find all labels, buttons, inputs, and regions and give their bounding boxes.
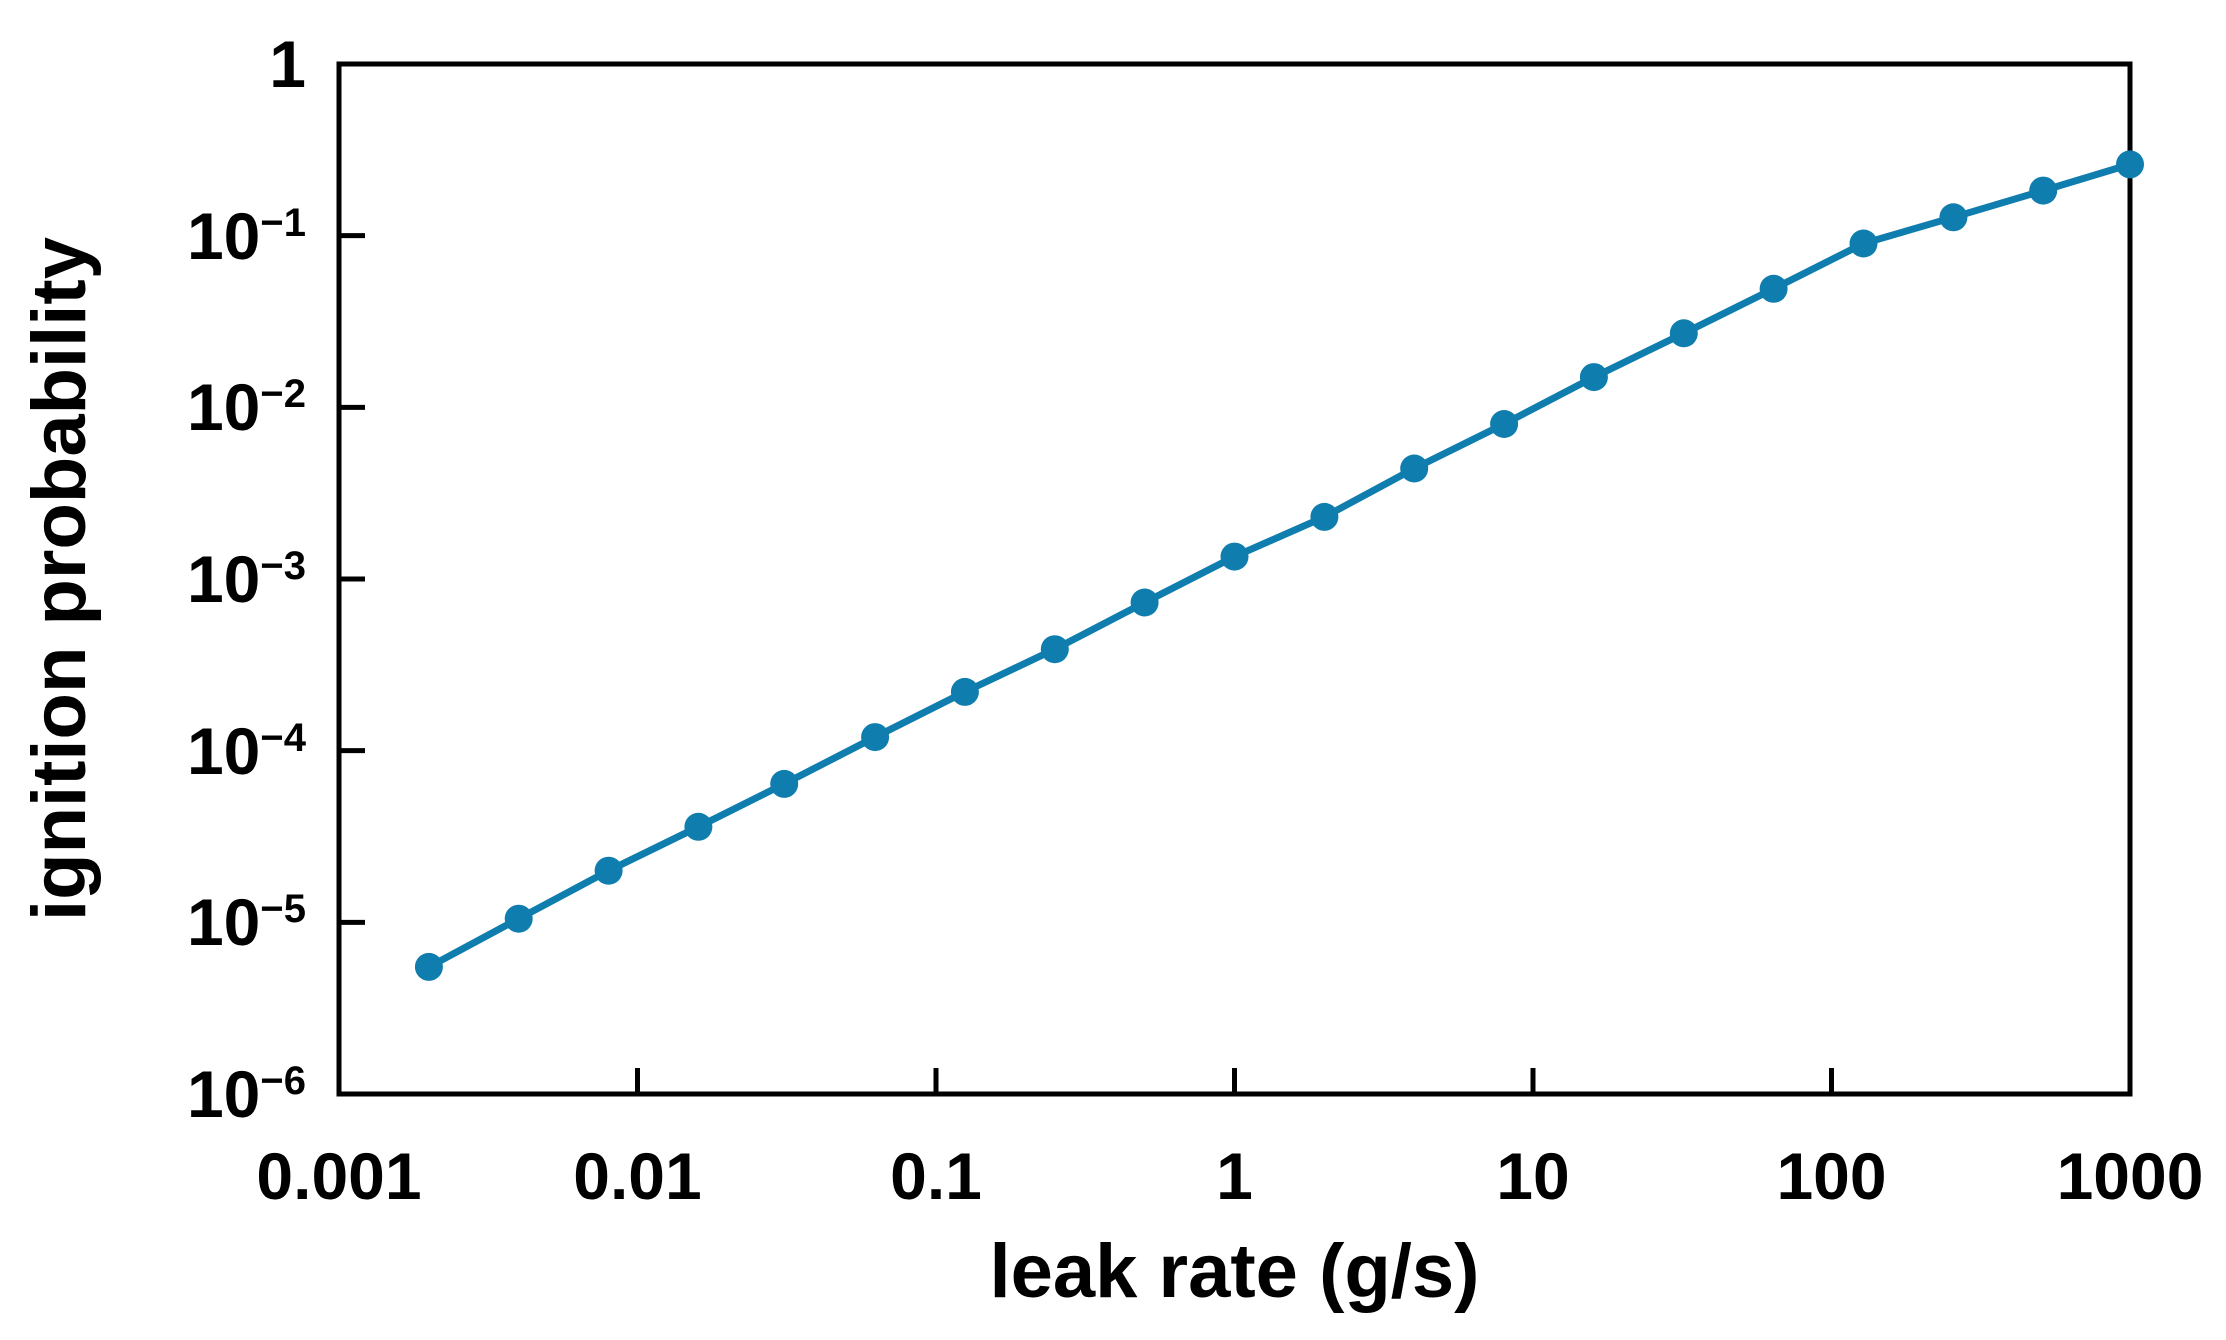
data-point-marker — [770, 769, 799, 798]
x-tick-label: 0.01 — [573, 1139, 702, 1213]
y-tick-exponent: −3 — [260, 544, 306, 588]
y-tick-base: 10 — [186, 1057, 261, 1131]
data-point-marker — [1400, 454, 1429, 483]
data-point-marker — [594, 856, 623, 885]
data-point-marker — [1220, 542, 1249, 571]
data-point-marker — [414, 952, 443, 981]
y-tick-label: 10−6 — [187, 1061, 306, 1127]
y-tick-base: 10 — [186, 542, 261, 616]
plot-frame — [336, 61, 2133, 1097]
y-tick-base: 1 — [269, 27, 306, 101]
data-point-marker — [1490, 410, 1519, 438]
data-point-marker — [1759, 274, 1788, 303]
y-tick-label: 10−5 — [187, 889, 306, 955]
x-tick-label: 1000 — [2056, 1139, 2204, 1213]
y-tick-exponent: −2 — [260, 372, 306, 417]
y-tick-base: 10 — [186, 885, 261, 960]
x-tick-label: 0.1 — [890, 1139, 982, 1213]
data-point-marker — [950, 677, 979, 706]
y-tick-exponent: −6 — [260, 1059, 306, 1103]
y-tick-exponent: −5 — [260, 887, 306, 932]
x-tick-label: 1 — [1216, 1139, 1253, 1213]
data-point-marker — [2029, 176, 2058, 205]
y-axis-title: ignition probability — [17, 237, 102, 921]
x-axis-title: leak rate (g/s) — [989, 1229, 1480, 1314]
data-point-marker — [861, 723, 890, 752]
y-tick-label: 10−4 — [187, 718, 306, 784]
data-point-marker — [1310, 502, 1339, 531]
data-point-marker — [1939, 203, 1968, 232]
y-tick-label: 1 — [269, 31, 306, 97]
y-tick-base: 10 — [186, 713, 261, 788]
y-tick-base: 10 — [186, 370, 261, 445]
data-point-marker — [1130, 588, 1159, 617]
data-point-marker — [1040, 635, 1069, 664]
data-point-marker — [1579, 363, 1608, 392]
y-tick-base: 10 — [186, 198, 261, 273]
data-point-marker — [1849, 229, 1878, 258]
x-tick-label: 100 — [1776, 1139, 1887, 1213]
data-point-marker — [2116, 150, 2144, 179]
x-tick-label: 0.001 — [256, 1139, 422, 1213]
y-tick-exponent: −4 — [260, 715, 306, 760]
y-tick-label: 10−2 — [187, 374, 306, 440]
series-line — [425, 160, 2134, 971]
data-point-marker — [1669, 319, 1698, 348]
y-tick-label: 10−1 — [187, 203, 306, 269]
data-point-marker — [684, 812, 713, 841]
data-point-marker — [504, 904, 533, 933]
y-tick-label: 10−3 — [187, 546, 306, 612]
y-tick-exponent: −1 — [260, 200, 306, 245]
x-tick-label: 10 — [1496, 1139, 1570, 1213]
